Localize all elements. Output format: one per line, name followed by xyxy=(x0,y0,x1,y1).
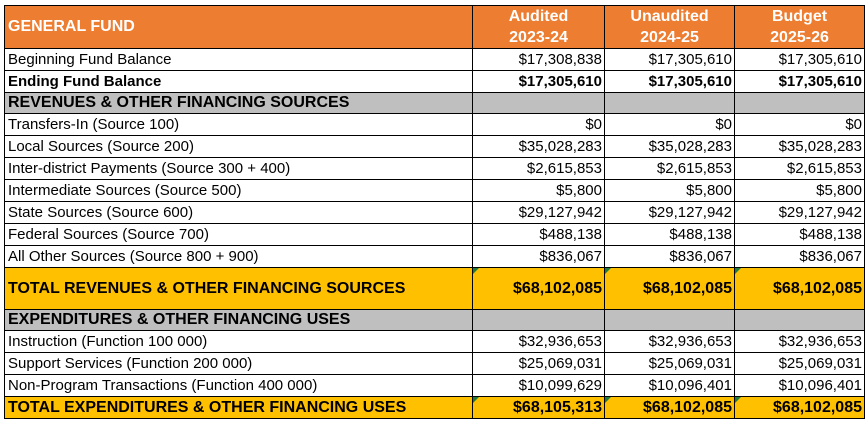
row-label: Ending Fund Balance xyxy=(4,70,473,93)
cell-value: $836,067 xyxy=(604,245,735,268)
table-row: Inter-district Payments (Source 300 + 40… xyxy=(4,157,865,180)
total-row-revenues: TOTAL REVENUES & OTHER FINANCING SOURCES… xyxy=(4,267,865,310)
cell-value: $32,936,653 xyxy=(734,330,865,353)
column-header-unaudited: Unaudited 2024-25 xyxy=(604,5,735,49)
table-row: State Sources (Source 600) $29,127,942 $… xyxy=(4,201,865,224)
cell-value: $17,305,610 xyxy=(472,70,605,93)
row-label: Beginning Fund Balance xyxy=(4,48,473,71)
cell-value: $25,069,031 xyxy=(604,352,735,375)
section-title: REVENUES & OTHER FINANCING SOURCES xyxy=(4,92,473,114)
cell-value: $29,127,942 xyxy=(472,201,605,224)
row-label: Support Services (Function 200 000) xyxy=(4,352,473,375)
cell-value: $17,305,610 xyxy=(734,48,865,71)
cell-value: $32,936,653 xyxy=(472,330,605,353)
cell-value: $10,096,401 xyxy=(604,374,735,397)
cell-value: $836,067 xyxy=(734,245,865,268)
empty-cell xyxy=(604,92,735,114)
column-header-audited: Audited 2023-24 xyxy=(472,5,605,49)
row-label: Local Sources (Source 200) xyxy=(4,135,473,158)
empty-cell xyxy=(734,309,865,331)
cell-value: $29,127,942 xyxy=(604,201,735,224)
cell-value: $836,067 xyxy=(472,245,605,268)
empty-cell xyxy=(604,309,735,331)
cell-value: $5,800 xyxy=(604,179,735,202)
row-label: Instruction (Function 100 000) xyxy=(4,330,473,353)
cell-value: $488,138 xyxy=(472,223,605,246)
cell-value: $2,615,853 xyxy=(734,157,865,180)
total-row-expenditures: TOTAL EXPENDITURES & OTHER FINANCING USE… xyxy=(4,396,865,419)
cell-marker-icon xyxy=(473,397,479,403)
column-header-budget: Budget 2025-26 xyxy=(734,5,865,49)
empty-cell xyxy=(472,309,605,331)
general-fund-table: GENERAL FUND Audited 2023-24 Unaudited 202… xyxy=(4,5,865,419)
row-label: Transfers-In (Source 100) xyxy=(4,113,473,136)
cell-value: $17,305,610 xyxy=(604,48,735,71)
cell-value: $488,138 xyxy=(604,223,735,246)
row-label: Intermediate Sources (Source 500) xyxy=(4,179,473,202)
empty-cell xyxy=(734,92,865,114)
table-row: Support Services (Function 200 000) $25,… xyxy=(4,352,865,375)
cell-marker-icon xyxy=(605,268,611,274)
cell-marker-icon xyxy=(473,268,479,274)
table-row: Transfers-In (Source 100) $0 $0 $0 xyxy=(4,113,865,136)
table-row: Non-Program Transactions (Function 400 0… xyxy=(4,374,865,397)
cell-value: $29,127,942 xyxy=(734,201,865,224)
cell-value: $5,800 xyxy=(472,179,605,202)
table-row-beginning-balance: Beginning Fund Balance $17,308,838 $17,3… xyxy=(4,48,865,71)
total-value: $68,102,085 xyxy=(604,267,735,310)
section-title: EXPENDITURES & OTHER FINANCING USES xyxy=(4,309,473,331)
cell-value: $0 xyxy=(472,113,605,136)
cell-value: $17,308,838 xyxy=(472,48,605,71)
cell-value: $10,096,401 xyxy=(734,374,865,397)
total-value: $68,105,313 xyxy=(472,396,605,419)
total-value: $68,102,085 xyxy=(472,267,605,310)
row-label: Inter-district Payments (Source 300 + 40… xyxy=(4,157,473,180)
cell-value: $0 xyxy=(604,113,735,136)
cell-value: $35,028,283 xyxy=(604,135,735,158)
cell-value: $0 xyxy=(734,113,865,136)
cell-value: $17,305,610 xyxy=(604,70,735,93)
row-label: State Sources (Source 600) xyxy=(4,201,473,224)
total-value: $68,102,085 xyxy=(604,396,735,419)
table-row: All Other Sources (Source 800 + 900) $83… xyxy=(4,245,865,268)
section-header-expenditures: EXPENDITURES & OTHER FINANCING USES xyxy=(4,309,865,331)
row-label: Federal Sources (Source 700) xyxy=(4,223,473,246)
total-label: TOTAL EXPENDITURES & OTHER FINANCING USE… xyxy=(4,396,473,419)
cell-value: $35,028,283 xyxy=(734,135,865,158)
cell-value: $25,069,031 xyxy=(734,352,865,375)
cell-value: $35,028,283 xyxy=(472,135,605,158)
cell-value: $488,138 xyxy=(734,223,865,246)
total-label: TOTAL REVENUES & OTHER FINANCING SOURCES xyxy=(4,267,473,310)
row-label: Non-Program Transactions (Function 400 0… xyxy=(4,374,473,397)
cell-value: $10,099,629 xyxy=(472,374,605,397)
total-value: $68,102,085 xyxy=(734,396,865,419)
cell-value: $2,615,853 xyxy=(604,157,735,180)
table-title: GENERAL FUND xyxy=(4,5,473,49)
cell-value: $5,800 xyxy=(734,179,865,202)
cell-value: $2,615,853 xyxy=(472,157,605,180)
table-row: Instruction (Function 100 000) $32,936,6… xyxy=(4,330,865,353)
table-row-ending-balance: Ending Fund Balance $17,305,610 $17,305,… xyxy=(4,70,865,93)
table-row: Local Sources (Source 200) $35,028,283 $… xyxy=(4,135,865,158)
header-row: GENERAL FUND Audited 2023-24 Unaudited 202… xyxy=(4,5,865,49)
cell-marker-icon xyxy=(605,397,611,403)
table-row: Federal Sources (Source 700) $488,138 $4… xyxy=(4,223,865,246)
total-value: $68,102,085 xyxy=(734,267,865,310)
cell-marker-icon xyxy=(735,397,741,403)
cell-marker-icon xyxy=(735,268,741,274)
cell-value: $32,936,653 xyxy=(604,330,735,353)
table-row: Intermediate Sources (Source 500) $5,800… xyxy=(4,179,865,202)
cell-value: $17,305,610 xyxy=(734,70,865,93)
row-label: All Other Sources (Source 800 + 900) xyxy=(4,245,473,268)
cell-value: $25,069,031 xyxy=(472,352,605,375)
empty-cell xyxy=(472,92,605,114)
section-header-revenues: REVENUES & OTHER FINANCING SOURCES xyxy=(4,92,865,114)
